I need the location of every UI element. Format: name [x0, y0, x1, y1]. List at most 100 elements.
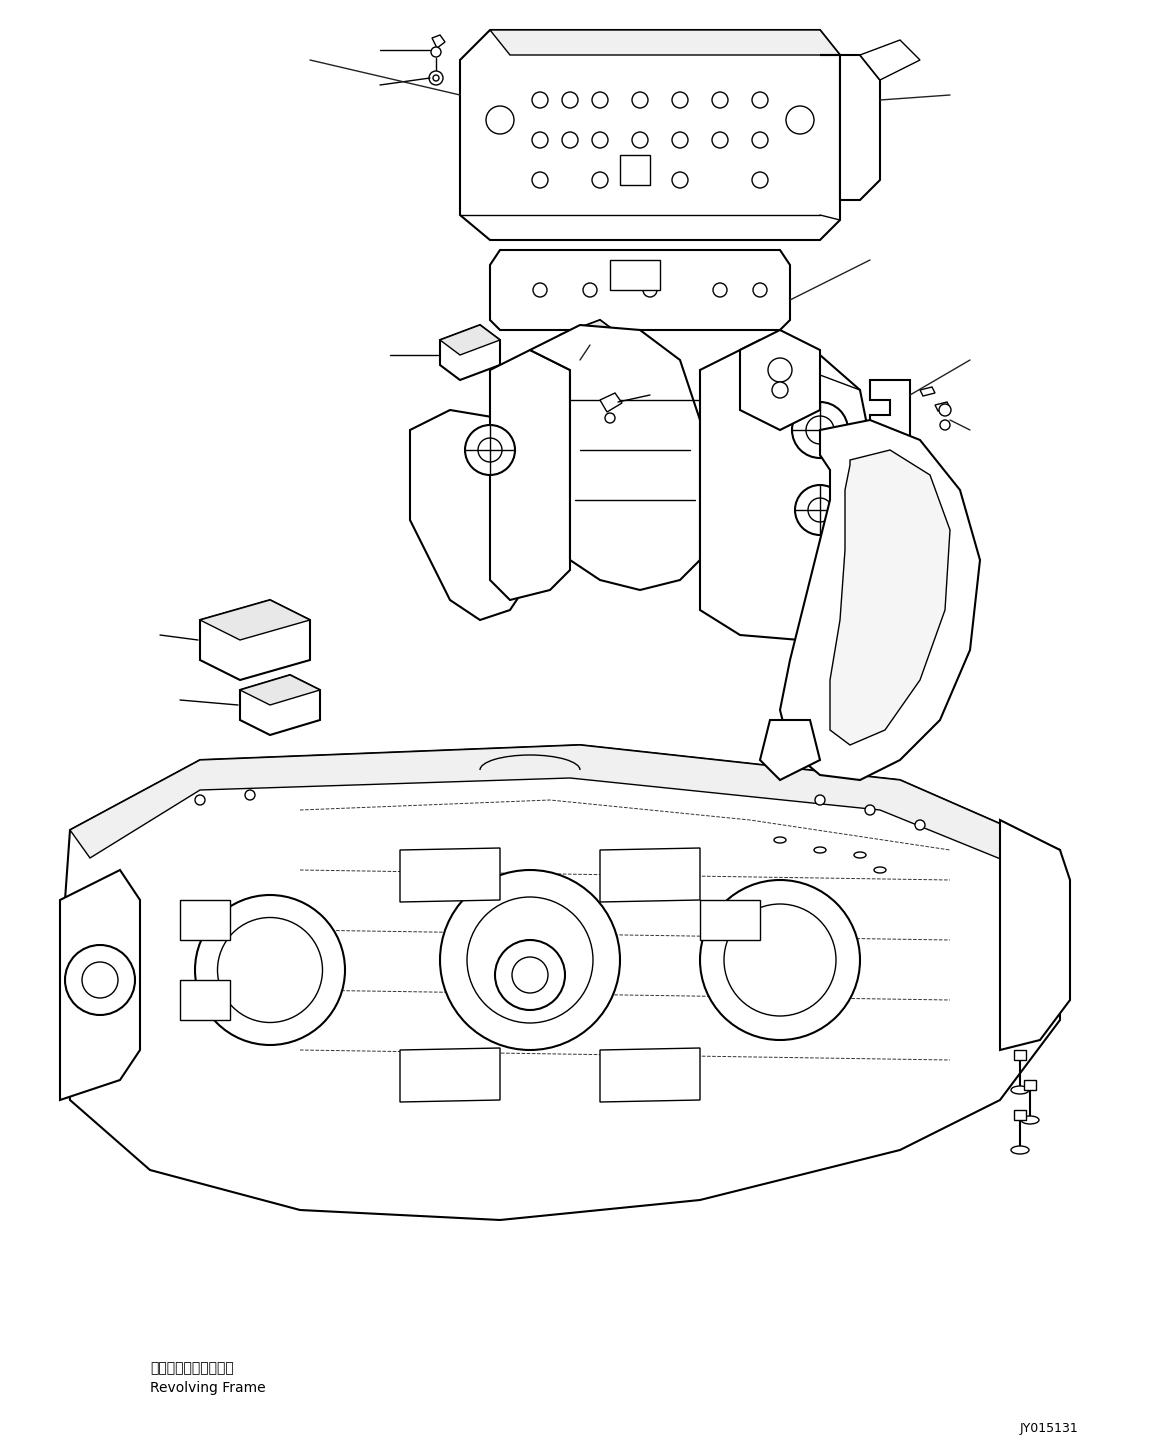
Circle shape — [672, 132, 688, 149]
Polygon shape — [530, 325, 700, 590]
Polygon shape — [490, 250, 790, 331]
Circle shape — [531, 172, 548, 188]
Circle shape — [531, 92, 548, 108]
Circle shape — [712, 132, 728, 149]
Ellipse shape — [1011, 1146, 1029, 1155]
Circle shape — [465, 425, 515, 475]
Polygon shape — [600, 393, 622, 412]
Circle shape — [217, 917, 322, 1022]
Circle shape — [643, 282, 657, 297]
Polygon shape — [1014, 1109, 1026, 1120]
Circle shape — [592, 172, 608, 188]
Circle shape — [583, 282, 597, 297]
Polygon shape — [1023, 1080, 1036, 1091]
Circle shape — [806, 416, 834, 444]
Circle shape — [725, 904, 836, 1016]
Polygon shape — [411, 411, 530, 620]
Polygon shape — [70, 745, 1059, 875]
Circle shape — [752, 282, 768, 297]
Ellipse shape — [854, 852, 866, 858]
Circle shape — [195, 895, 345, 1045]
Polygon shape — [1014, 1050, 1026, 1060]
Circle shape — [632, 92, 648, 108]
Polygon shape — [920, 387, 935, 396]
Polygon shape — [431, 35, 445, 48]
Polygon shape — [60, 871, 140, 1099]
Circle shape — [562, 132, 578, 149]
Circle shape — [939, 403, 951, 416]
Polygon shape — [440, 325, 500, 380]
Circle shape — [486, 106, 514, 134]
Polygon shape — [830, 450, 950, 745]
Circle shape — [865, 805, 875, 815]
Polygon shape — [820, 55, 880, 199]
Polygon shape — [620, 154, 650, 185]
Circle shape — [940, 419, 950, 430]
Polygon shape — [870, 380, 909, 440]
Circle shape — [808, 498, 832, 523]
Polygon shape — [1000, 820, 1070, 1050]
Circle shape — [672, 92, 688, 108]
Circle shape — [431, 47, 441, 57]
Polygon shape — [400, 847, 500, 903]
Ellipse shape — [814, 847, 826, 853]
Circle shape — [632, 132, 648, 149]
Circle shape — [713, 282, 727, 297]
Circle shape — [592, 132, 608, 149]
Polygon shape — [740, 331, 820, 430]
Polygon shape — [490, 31, 840, 55]
Circle shape — [672, 172, 688, 188]
Text: レボルビングフレーム: レボルビングフレーム — [150, 1361, 234, 1374]
Circle shape — [478, 438, 502, 462]
Circle shape — [468, 897, 593, 1024]
Circle shape — [792, 402, 848, 459]
Circle shape — [592, 92, 608, 108]
Circle shape — [815, 795, 825, 805]
Polygon shape — [935, 402, 950, 411]
Circle shape — [512, 957, 548, 993]
Polygon shape — [700, 900, 759, 941]
Polygon shape — [780, 419, 980, 780]
Polygon shape — [180, 900, 230, 941]
Polygon shape — [461, 31, 840, 240]
Text: Revolving Frame: Revolving Frame — [150, 1380, 265, 1395]
Circle shape — [772, 381, 789, 397]
Circle shape — [533, 282, 547, 297]
Polygon shape — [240, 676, 320, 705]
Circle shape — [605, 414, 615, 424]
Polygon shape — [561, 320, 620, 349]
Circle shape — [65, 945, 135, 1015]
Polygon shape — [561, 320, 620, 376]
Circle shape — [795, 485, 846, 534]
Polygon shape — [200, 600, 311, 680]
Circle shape — [915, 820, 925, 830]
Ellipse shape — [775, 837, 786, 843]
Polygon shape — [200, 600, 311, 641]
Polygon shape — [400, 1048, 500, 1102]
Polygon shape — [611, 261, 659, 290]
Circle shape — [712, 92, 728, 108]
Polygon shape — [859, 39, 920, 80]
Circle shape — [83, 962, 117, 997]
Circle shape — [700, 879, 859, 1040]
Circle shape — [768, 358, 792, 381]
Circle shape — [531, 132, 548, 149]
Circle shape — [440, 871, 620, 1050]
Polygon shape — [600, 1048, 700, 1102]
Circle shape — [752, 92, 768, 108]
Ellipse shape — [875, 866, 886, 874]
Polygon shape — [759, 721, 820, 780]
Circle shape — [195, 795, 205, 805]
Circle shape — [495, 941, 565, 1010]
Polygon shape — [700, 341, 870, 641]
Circle shape — [433, 76, 438, 82]
Polygon shape — [180, 980, 230, 1021]
Circle shape — [429, 71, 443, 84]
Ellipse shape — [1011, 1086, 1029, 1093]
Circle shape — [245, 791, 255, 799]
Polygon shape — [240, 676, 320, 735]
Polygon shape — [600, 847, 700, 903]
Text: JY015131: JY015131 — [1020, 1423, 1079, 1436]
Ellipse shape — [1021, 1115, 1039, 1124]
Circle shape — [752, 132, 768, 149]
